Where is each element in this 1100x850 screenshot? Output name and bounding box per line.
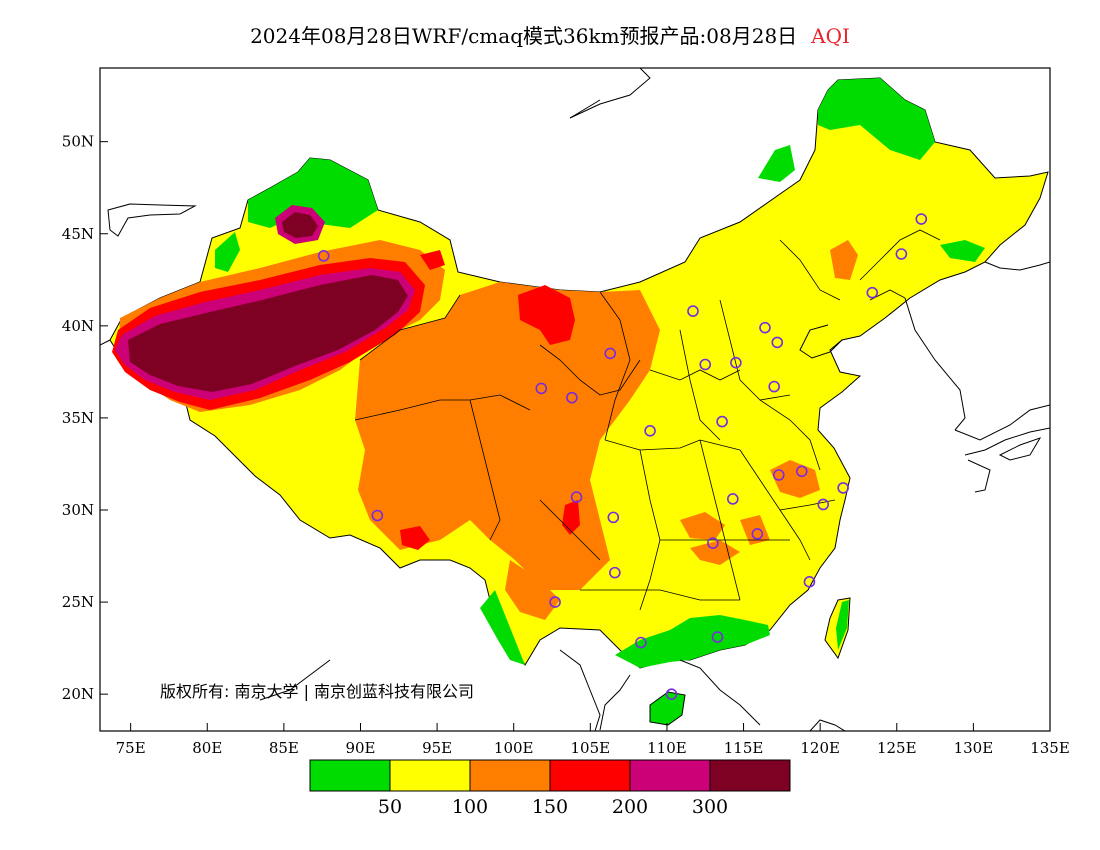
aqi-region-orange-lower xyxy=(505,560,560,620)
city-marker xyxy=(535,382,548,395)
lat-tick-label: 40N xyxy=(62,317,94,335)
city-marker xyxy=(635,636,647,649)
lon-tick-label: 75E xyxy=(116,739,146,757)
map-area: 版权所有: 南京大学 | 南京创蓝科技有限公司 xyxy=(100,68,1050,731)
city-marker xyxy=(837,482,849,494)
aqi-region-maroon-north xyxy=(282,212,318,238)
lat-tick-label: 35N xyxy=(62,409,94,427)
longitude-axis: 75E 80E 85E 90E 95E 100E 105E 110E 115E 120E 125E 1… xyxy=(116,723,1070,757)
aqi-region-orange-ne-spot xyxy=(830,240,858,280)
city-marker xyxy=(711,631,724,643)
city-marker xyxy=(772,469,785,481)
city-marker xyxy=(895,248,908,260)
city-marker xyxy=(317,250,330,262)
city-marker xyxy=(644,425,656,437)
aqi-region-green-west xyxy=(215,232,240,272)
lat-tick-label: 30N xyxy=(62,501,94,519)
map-title: 2024年08月28日WRF/cmaq模式36km预报产品:08月28日 AQI xyxy=(0,20,1100,49)
aqi-region-orange-east-spots xyxy=(770,460,820,498)
aqi-region-green-inner-mongolia-ne xyxy=(758,145,795,182)
lon-tick-label: 85E xyxy=(269,739,299,757)
legend-label: 300 xyxy=(692,796,728,818)
legend-bin xyxy=(389,759,471,792)
title-text: 2024年08月28日WRF/cmaq模式36km预报产品:08月28日 xyxy=(250,24,798,48)
aqi-region-orange-south-spots xyxy=(680,512,770,565)
city-marker xyxy=(699,358,712,371)
aqi-region-green-yunnan xyxy=(480,590,525,665)
city-marker xyxy=(915,213,928,225)
aqi-region-maroon-taklamakan xyxy=(128,275,408,392)
lon-tick-label: 100E xyxy=(494,739,534,757)
legend-label: 150 xyxy=(532,796,568,818)
aqi-region-green-heilongjiang xyxy=(818,78,935,160)
lon-tick-label: 95E xyxy=(422,739,452,757)
city-marker xyxy=(549,596,561,608)
lat-tick-label: 45N xyxy=(62,225,94,243)
city-marker xyxy=(607,511,620,524)
aqi-region-taiwan-green xyxy=(836,600,849,650)
city-marker xyxy=(727,493,739,505)
legend-bin xyxy=(549,759,631,792)
lon-tick-label: 105E xyxy=(571,739,611,757)
lon-tick-label: 90E xyxy=(345,739,375,757)
lon-tick-label: 130E xyxy=(954,739,994,757)
city-marker xyxy=(707,537,719,549)
lon-tick-label: 80E xyxy=(192,739,222,757)
province-boundaries xyxy=(354,229,941,611)
lat-tick-label: 20N xyxy=(62,685,94,703)
city-marker xyxy=(866,286,879,299)
aqi-region-green-jilin xyxy=(940,240,985,262)
lon-tick-label: 135E xyxy=(1030,739,1070,757)
city-marker xyxy=(665,688,678,700)
city-marker xyxy=(566,391,578,404)
legend-bin xyxy=(629,759,711,792)
aqi-region-orange-central xyxy=(355,282,660,590)
copyright-text: 版权所有: 南京大学 | 南京创蓝科技有限公司 xyxy=(160,682,474,701)
city-marker xyxy=(716,415,728,428)
city-marker xyxy=(371,509,384,522)
lat-tick-label: 50N xyxy=(62,133,94,151)
legend-bin xyxy=(309,759,391,792)
lat-tick-label: 25N xyxy=(62,593,94,611)
aqi-region-red-tibet xyxy=(400,526,430,550)
lon-tick-label: 125E xyxy=(877,739,917,757)
city-marker xyxy=(609,566,621,579)
city-marker xyxy=(759,321,771,334)
city-marker xyxy=(687,305,699,317)
city-marker xyxy=(751,528,764,540)
lon-tick-label: 120E xyxy=(800,739,840,757)
color-legend: 50 100 150 200 300 xyxy=(309,759,791,818)
neighbor-coastlines xyxy=(100,68,1050,731)
lon-tick-label: 110E xyxy=(647,739,687,757)
aqi-region-red-north-xinjiang xyxy=(420,250,445,270)
city-marker xyxy=(817,498,830,511)
city-marker xyxy=(803,576,816,588)
lon-tick-label: 115E xyxy=(724,739,764,757)
legend-bin xyxy=(469,759,551,792)
city-marker xyxy=(771,336,784,349)
aqi-region-red-gansu xyxy=(518,285,575,345)
aqi-region-green-xinjiang-north xyxy=(248,158,378,228)
city-marker xyxy=(795,465,808,478)
city-marker xyxy=(768,380,780,393)
city-markers xyxy=(317,213,928,700)
legend-label: 50 xyxy=(378,796,402,818)
city-marker xyxy=(604,347,617,360)
legend-bin xyxy=(709,759,791,792)
latitude-axis: 50N 45N 40N 35N 30N 25N 20N xyxy=(62,133,108,703)
map-frame xyxy=(99,67,1051,732)
legend-label: 100 xyxy=(452,796,488,818)
aqi-region-hainan xyxy=(649,691,686,726)
variable-label: AQI xyxy=(811,24,850,48)
city-marker xyxy=(730,356,742,369)
city-marker xyxy=(570,491,583,503)
aqi-region-green-guangdong xyxy=(615,615,770,668)
legend-label: 200 xyxy=(612,796,648,818)
